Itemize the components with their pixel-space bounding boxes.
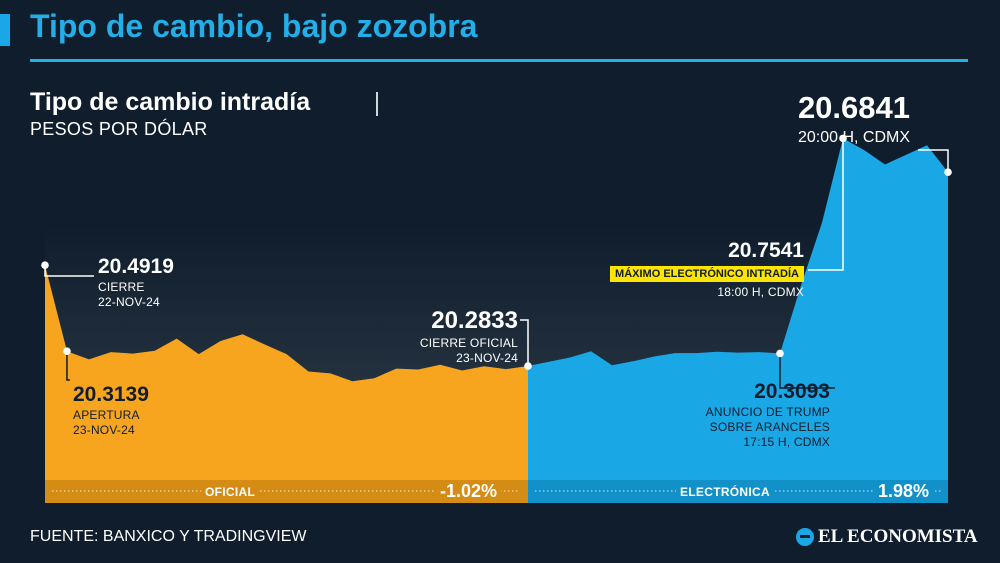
oficial-series-label: OFICIAL: [201, 485, 260, 499]
maximo-time: 18:00 H, CDMX: [717, 285, 804, 299]
apertura-date: 23-NOV-24: [73, 423, 135, 437]
publisher-logo: EL ECONOMISTA: [796, 526, 978, 548]
source-note: FUENTE: BANXICO Y TRADINGVIEW: [30, 528, 307, 545]
logo-icon: [796, 528, 814, 546]
ultimo-value: 20.6841: [797, 90, 910, 125]
trump-time: 17:15 H, CDMX: [743, 435, 830, 449]
cierre-previo-date: 22-NOV-24: [98, 295, 160, 309]
title-accent-bar: [0, 14, 10, 46]
maximo-highlight-tag: MÁXIMO ELECTRÓNICO INTRADÍA: [610, 266, 804, 282]
chart-subtitle: PESOS POR DÓLAR: [30, 119, 208, 139]
oficial-band: [45, 480, 528, 503]
trump-label-1: ANUNCIO DE TRUMP: [705, 405, 830, 419]
annotation-ultimo: 20.6841 20:00 H, CDMX: [798, 92, 910, 147]
cierre-oficial-label: CIERRE OFICIAL: [419, 336, 518, 350]
annotation-anuncio-trump: 20.3093 ANUNCIO DE TRUMP SOBRE ARANCELES…: [706, 381, 830, 450]
leader-anuncio-trump: [779, 353, 835, 389]
oficial-change: -1.02%: [436, 481, 502, 502]
trump-value: 20.3093: [754, 380, 830, 403]
leader-apertura: [66, 351, 70, 381]
electronica-series-label: ELECTRÓNICA: [676, 485, 774, 499]
leader-ultimo: [918, 149, 949, 173]
annotation-cierre-previo: 20.4919 CIERRE 22-NOV-24: [98, 256, 174, 310]
annotation-cierre-oficial: 20.2833 CIERRE OFICIAL 23-NOV-24: [420, 309, 518, 366]
point-maximo: [839, 134, 847, 143]
annotation-maximo: 20.7541 MÁXIMO ELECTRÓNICO INTRADÍA 18:0…: [610, 240, 804, 300]
apertura-label: APERTURA: [73, 408, 140, 422]
annotation-apertura: 20.3139 APERTURA 23-NOV-24: [73, 384, 149, 438]
point-cierre-oficial: [524, 362, 532, 370]
cierre-previo-label: CIERRE: [98, 280, 145, 294]
point-apertura: [63, 347, 71, 356]
cierre-oficial-date: 23-NOV-24: [456, 351, 518, 365]
page-title: Tipo de cambio, bajo zozobra: [30, 8, 478, 44]
leader-cierre-oficial: [520, 319, 529, 367]
electronica-change: 1.98%: [874, 481, 934, 502]
point-ultimo: [944, 168, 952, 177]
logo-text: EL ECONOMISTA: [818, 526, 978, 547]
chart-title: Tipo de cambio intradía: [30, 88, 311, 116]
leader-maximo: [808, 138, 844, 271]
point-cierre-previo: [41, 261, 49, 269]
cierre-oficial-value: 20.2833: [431, 307, 518, 334]
area-oficial: [45, 265, 528, 503]
apertura-value: 20.3139: [73, 383, 149, 406]
trump-label-2: SOBRE ARANCELES: [709, 420, 830, 434]
cierre-previo-value: 20.4919: [98, 255, 174, 278]
point-anuncio-trump: [776, 349, 784, 358]
title-rule: [30, 59, 968, 62]
title-separator: [376, 92, 378, 116]
ultimo-time: 20:00 H, CDMX: [797, 129, 910, 146]
maximo-value: 20.7541: [728, 239, 804, 262]
